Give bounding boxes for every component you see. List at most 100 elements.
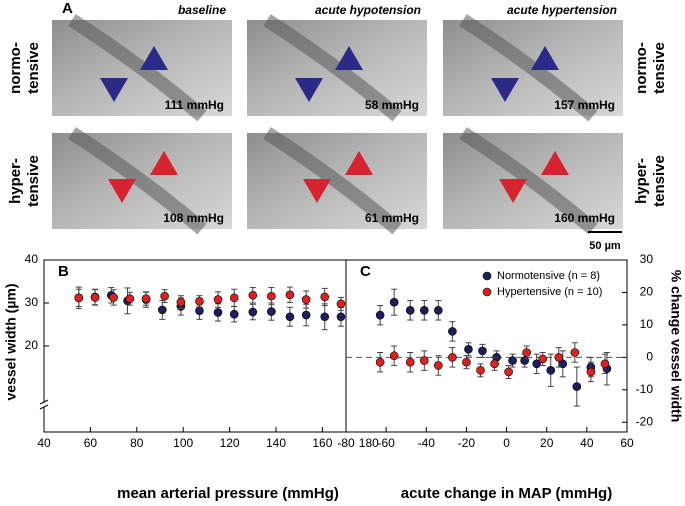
data-point <box>109 293 118 302</box>
data-point <box>600 359 610 369</box>
data-point <box>176 297 186 307</box>
data-point <box>490 359 499 369</box>
x-tick-label: 60 <box>620 436 634 450</box>
x-tick-label: 120 <box>220 436 240 450</box>
arrowhead <box>108 179 136 203</box>
data-point <box>248 307 258 317</box>
data-point <box>141 294 151 304</box>
arrowhead <box>335 46 363 70</box>
legend-label: Normotensive (n = 8) <box>497 270 600 282</box>
vessel <box>263 127 402 235</box>
panel-label: B <box>58 263 69 280</box>
data-point <box>405 357 415 367</box>
x-tick-label: 140 <box>266 436 286 450</box>
plot-frame <box>43 259 393 433</box>
axis-break <box>39 399 49 405</box>
y-tick-label: 30 <box>640 252 654 266</box>
y-tick-label: 30 <box>25 295 39 309</box>
arrowhead <box>345 151 373 175</box>
data-point <box>538 354 548 364</box>
data-point <box>267 291 276 301</box>
data-point <box>285 290 295 300</box>
arrowhead <box>150 151 178 175</box>
arrowhead <box>295 78 323 102</box>
legend-marker <box>482 271 492 281</box>
panel-label: A <box>62 0 73 17</box>
data-point <box>213 295 223 304</box>
pressure-label: 58 mmHg <box>365 98 419 112</box>
y-axis-label: % change vessel width <box>668 270 684 423</box>
x-tick-label: 0 <box>503 436 510 450</box>
x-tick-label: 60 <box>84 436 98 450</box>
x-tick-label: 80 <box>130 436 144 450</box>
arrowhead <box>499 179 527 203</box>
arrowhead <box>303 179 331 203</box>
vessel <box>68 127 207 235</box>
row-label: tensive <box>25 155 42 207</box>
data-point <box>267 307 276 316</box>
vessel <box>459 127 598 235</box>
data-point <box>504 367 513 377</box>
data-point <box>336 299 346 309</box>
vessel <box>459 14 598 122</box>
data-point <box>158 305 167 315</box>
data-point <box>195 306 204 316</box>
data-point <box>419 306 429 315</box>
data-point <box>464 344 473 354</box>
data-point <box>586 367 596 377</box>
x-tick-label: -60 <box>377 436 395 450</box>
data-point <box>522 348 531 357</box>
data-point <box>160 291 169 301</box>
y-tick-label: 0 <box>646 350 653 364</box>
row-label: normo- <box>7 42 24 94</box>
row-label: tensive <box>25 42 42 94</box>
data-point <box>572 382 582 391</box>
y-tick-label: 20 <box>640 285 654 299</box>
data-point <box>229 293 239 303</box>
data-point <box>520 356 529 365</box>
row-label: hyper- <box>7 158 24 204</box>
x-tick-label: 40 <box>580 436 594 450</box>
x-tick-label: 100 <box>173 436 193 450</box>
column-label: acute hypotension <box>315 3 421 17</box>
pressure-label: 111 mmHg <box>165 98 224 112</box>
data-point <box>375 357 385 367</box>
data-point <box>389 351 399 361</box>
arrowhead <box>541 151 569 175</box>
data-point <box>229 309 239 319</box>
arrowhead <box>100 78 128 102</box>
y-tick-label: 10 <box>640 317 654 331</box>
y-tick-label: 20 <box>25 338 39 352</box>
data-point <box>448 353 457 362</box>
data-point <box>301 295 311 304</box>
data-point <box>478 346 487 356</box>
data-point <box>248 290 258 300</box>
data-point <box>419 356 429 365</box>
x-tick-label: 160 <box>312 436 332 450</box>
data-point <box>375 310 385 320</box>
row-label: tensive <box>651 155 668 207</box>
data-point <box>320 292 330 302</box>
data-point <box>285 312 295 322</box>
data-point <box>389 297 399 307</box>
data-point <box>434 361 443 370</box>
data-point <box>195 296 204 306</box>
row-label: hyper- <box>633 158 650 204</box>
data-point <box>125 294 135 304</box>
x-tick-label: 20 <box>540 436 554 450</box>
x-axis-label: acute change in MAP (mmHg) <box>401 485 612 502</box>
y-tick-label: -20 <box>636 414 654 428</box>
legend-label: Hypertensive (n = 10) <box>497 286 602 298</box>
data-point <box>508 356 517 365</box>
x-tick-label: 40 <box>37 436 51 450</box>
arrowhead <box>491 78 519 102</box>
data-point <box>336 312 346 322</box>
y-tick-label: 40 <box>25 252 39 266</box>
data-point <box>476 366 485 375</box>
data-point <box>301 310 311 320</box>
data-point <box>554 353 564 362</box>
data-point <box>74 293 84 303</box>
legend-marker <box>482 287 492 297</box>
data-point <box>434 306 443 315</box>
